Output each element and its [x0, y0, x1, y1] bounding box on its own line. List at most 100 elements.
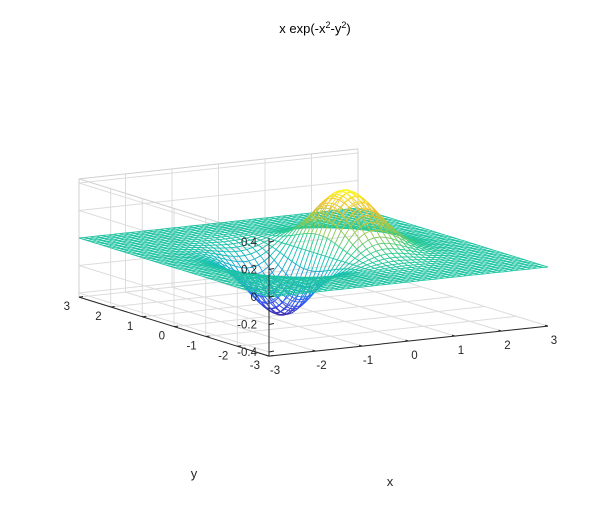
mesh-line — [372, 260, 379, 264]
mesh-line — [237, 286, 242, 289]
mesh-line — [86, 240, 92, 243]
y-tick-label: 1 — [127, 321, 133, 333]
mesh-line — [403, 253, 408, 258]
mesh-line — [258, 295, 266, 303]
mesh-line — [286, 297, 293, 302]
mesh-line — [272, 299, 280, 306]
mesh-line — [348, 206, 353, 214]
mesh-line — [359, 201, 365, 209]
mesh-line — [336, 215, 344, 228]
mesh-line — [388, 269, 395, 271]
mesh-line — [385, 223, 390, 230]
mesh-line — [221, 254, 228, 257]
mesh-line — [260, 294, 266, 297]
mesh-line — [272, 297, 279, 303]
mesh-line — [307, 269, 312, 272]
mesh-line — [368, 239, 373, 247]
mesh-line — [284, 308, 291, 312]
mesh-line — [411, 250, 418, 253]
mesh-line — [272, 296, 278, 301]
mesh-line — [292, 295, 297, 302]
mesh-line — [326, 223, 331, 226]
mesh-line — [403, 242, 410, 246]
mesh-line — [215, 244, 220, 249]
mesh-line — [258, 260, 265, 266]
mesh-line — [252, 236, 257, 239]
mesh-line — [238, 256, 244, 263]
mesh-line — [281, 235, 288, 243]
mesh-line — [287, 229, 294, 237]
mesh-line — [258, 264, 263, 272]
mesh-line — [345, 261, 350, 265]
mesh-line — [213, 239, 220, 241]
mesh-line — [317, 236, 324, 254]
mesh-line — [350, 195, 357, 198]
mesh-line — [425, 279, 432, 281]
mesh-line — [224, 247, 230, 253]
mesh-line — [282, 297, 288, 303]
mesh-line — [254, 239, 261, 243]
mesh-line — [303, 295, 309, 302]
mesh-line — [235, 265, 242, 269]
mesh-line — [362, 243, 367, 250]
mesh-line — [384, 258, 389, 263]
mesh-line — [378, 242, 385, 245]
mesh-line — [489, 272, 496, 274]
mesh-line — [319, 256, 326, 272]
mesh-line — [314, 218, 322, 235]
mesh-line — [293, 245, 298, 249]
mesh-line — [215, 253, 222, 256]
mesh-line — [315, 254, 322, 272]
mesh-line — [327, 258, 334, 271]
mesh-line — [130, 253, 135, 256]
mesh-line — [305, 249, 310, 252]
mesh-line — [402, 242, 408, 248]
mesh-line — [369, 230, 375, 239]
mesh-line — [225, 237, 231, 240]
mesh-line — [205, 276, 210, 280]
mesh-line — [330, 196, 338, 207]
mesh-line — [276, 296, 284, 303]
mesh-line — [219, 238, 226, 241]
mesh-line — [362, 214, 369, 217]
mesh-line — [161, 263, 167, 266]
x-tick-label: -1 — [363, 355, 373, 367]
mesh-line — [405, 249, 410, 255]
mesh-line — [221, 235, 227, 238]
mesh-line — [274, 304, 280, 308]
mesh-line — [354, 257, 360, 261]
mesh-line — [331, 210, 337, 216]
mesh-line — [367, 214, 373, 223]
box-edge — [78, 178, 270, 239]
mesh-line — [318, 218, 326, 236]
mesh-line — [307, 252, 314, 271]
mesh-line — [316, 205, 324, 219]
mesh-line — [352, 208, 359, 214]
mesh-line — [256, 299, 264, 307]
mesh-line — [295, 263, 301, 267]
mesh-line — [371, 206, 377, 214]
mesh-line — [356, 219, 361, 228]
mesh-line — [277, 255, 285, 266]
mesh-line — [326, 195, 334, 206]
mesh-line — [437, 277, 444, 280]
mesh-line — [332, 190, 339, 197]
mesh-line — [250, 251, 257, 255]
mesh-line — [328, 191, 335, 198]
y-tick — [142, 315, 147, 318]
mesh-line — [501, 270, 508, 273]
mesh-line — [330, 226, 338, 242]
mesh-line — [323, 257, 330, 272]
mesh-line — [232, 243, 238, 248]
mesh-line — [342, 192, 347, 197]
mesh-line — [252, 264, 259, 268]
mesh-line — [280, 308, 285, 313]
mesh-line — [312, 207, 320, 220]
mesh-line — [362, 239, 369, 245]
mesh-line — [271, 264, 279, 273]
mesh-line — [340, 220, 348, 232]
mesh-line — [232, 234, 239, 236]
mesh-line — [209, 278, 214, 281]
mesh-line — [275, 232, 282, 237]
